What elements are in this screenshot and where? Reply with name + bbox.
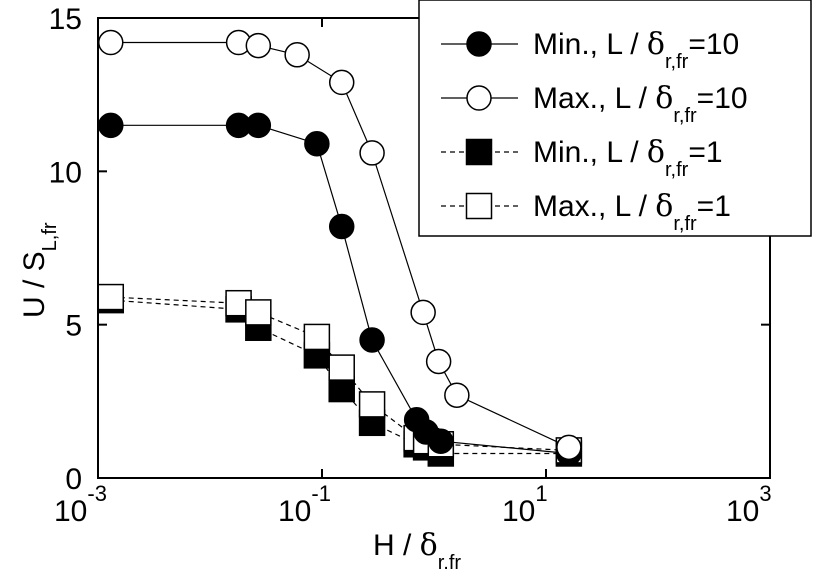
- data-point: [245, 299, 272, 326]
- data-point: [328, 354, 355, 381]
- data-point: [97, 283, 125, 311]
- legend-marker: [466, 31, 492, 57]
- y-axis-label: U / SL,fr: [18, 222, 61, 318]
- legend-label: Min., L / δr,fr=10: [533, 27, 739, 73]
- y-tick-label: 10: [49, 156, 82, 189]
- data-point: [359, 140, 385, 166]
- data-point: [410, 299, 436, 326]
- x-tick-label: 10-3: [54, 481, 107, 528]
- data-point: [359, 327, 385, 353]
- legend-label: Max., L / δr,fr=1: [533, 189, 731, 235]
- data-point: [304, 130, 330, 157]
- legend-label: Max., L / δr,fr=10: [533, 81, 748, 127]
- series-2: [98, 29, 582, 461]
- x-tick-label: 103: [726, 481, 772, 528]
- data-point: [245, 32, 272, 59]
- data-point: [98, 29, 124, 56]
- data-point: [444, 382, 470, 408]
- data-point: [328, 213, 355, 240]
- data-point: [245, 112, 272, 139]
- legend-item: Min., L / δr,fr=1: [441, 135, 723, 181]
- x-tick-label: 101: [502, 481, 548, 528]
- data-point: [303, 323, 331, 351]
- data-point: [358, 391, 386, 418]
- data-point: [556, 434, 582, 461]
- legend: Min., L / δr,fr=10 Max., L / δr,fr=10 Min.…: [418, 0, 812, 237]
- data-point: [328, 69, 355, 96]
- data-point: [428, 428, 454, 454]
- y-tick-label: 0: [65, 463, 82, 496]
- x-axis-label: H / δr,fr: [373, 528, 461, 569]
- legend-item: Max., L / δr,fr=10: [441, 81, 748, 127]
- series-layer: [97, 29, 583, 467]
- legend-marker: [465, 138, 493, 166]
- data-point: [98, 112, 124, 139]
- x-tick-label: 10-1: [278, 481, 331, 528]
- legend-item: Max., L / δr,fr=1: [441, 189, 731, 235]
- data-point: [425, 348, 452, 375]
- y-tick-label: 15: [49, 3, 82, 36]
- legend-label: Min., L / δr,fr=1: [533, 135, 723, 181]
- legend-marker: [466, 85, 492, 111]
- y-axis-ticks: 0 5 10 15: [49, 3, 770, 496]
- legend-marker: [465, 192, 493, 220]
- data-point: [284, 42, 310, 68]
- y-tick-label: 5: [65, 310, 82, 343]
- series-4: [97, 283, 583, 464]
- legend-item: Min., L / δr,fr=10: [441, 27, 739, 73]
